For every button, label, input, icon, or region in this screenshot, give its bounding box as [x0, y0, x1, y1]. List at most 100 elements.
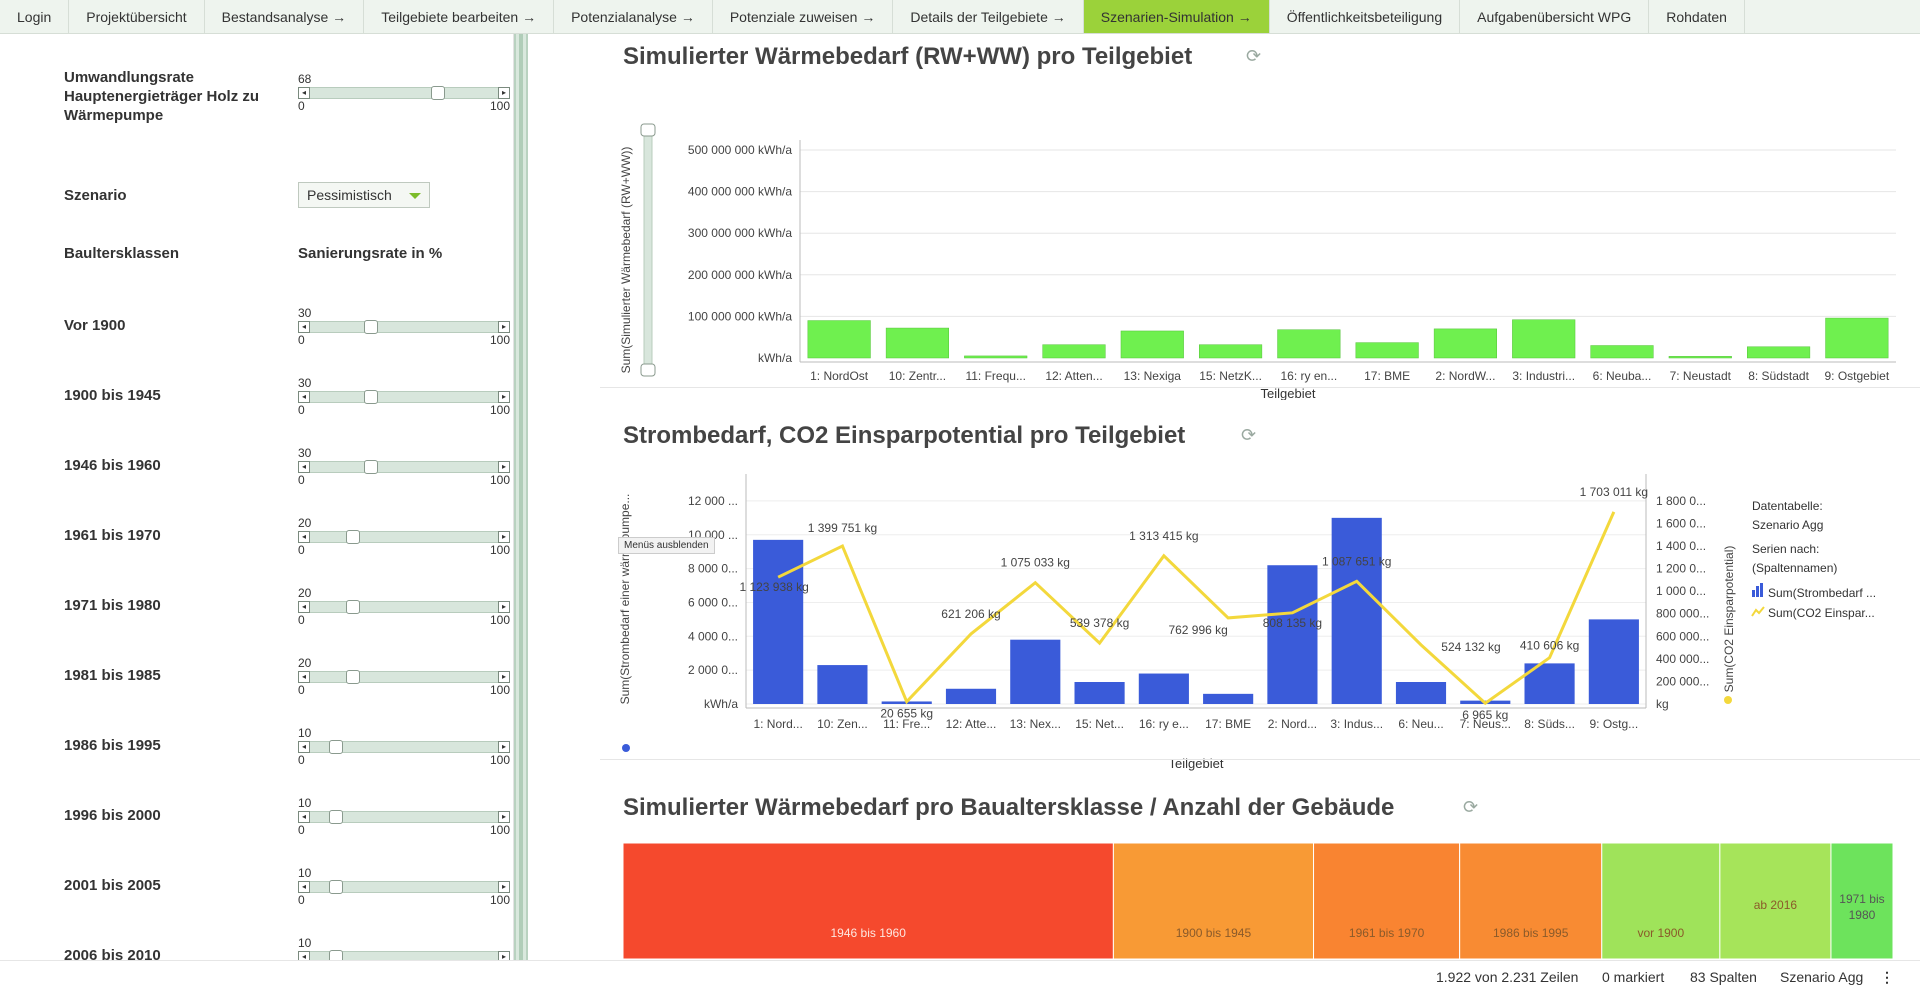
- slider-track[interactable]: ◂ ▸: [298, 600, 510, 614]
- slider-value: 30: [298, 306, 312, 320]
- slider-thumb[interactable]: [346, 670, 361, 684]
- slider-right-arrow-icon[interactable]: ▸: [498, 741, 510, 753]
- bar: [1267, 565, 1318, 704]
- renovation-rate-slider[interactable]: 30 ◂ ▸ 0 100: [298, 306, 510, 347]
- slider-right-arrow-icon[interactable]: ▸: [498, 531, 510, 543]
- chevron-down-icon: [409, 193, 421, 199]
- status-bar: 1.922 von 2.231 Zeilen 0 markiert 83 Spa…: [0, 960, 1920, 993]
- slider-track[interactable]: ◂ ▸: [298, 740, 510, 754]
- tab-2[interactable]: Bestandsanalyse →: [205, 0, 365, 33]
- y-tick-label: kWh/a: [758, 351, 792, 365]
- slider-right-arrow-icon[interactable]: ▸: [498, 811, 510, 823]
- slider-right-arrow-icon[interactable]: ▸: [498, 87, 510, 99]
- y2-tick-label: 400 000...: [1656, 652, 1709, 666]
- treemap-cell: [1719, 843, 1832, 959]
- slider-thumb[interactable]: [346, 530, 361, 544]
- panel-splitter[interactable]: [514, 34, 528, 960]
- renovation-rate-slider[interactable]: 20 ◂ ▸ 0 100: [298, 586, 510, 627]
- slider-thumb[interactable]: [430, 86, 445, 100]
- slider-left-arrow-icon[interactable]: ◂: [298, 391, 310, 403]
- x-axis-label: Teilgebiet: [1261, 386, 1316, 400]
- tab-8[interactable]: Öffentlichkeitsbeteiligung: [1270, 0, 1461, 33]
- renovation-rate-slider[interactable]: 30 ◂ ▸ 0 100: [298, 376, 510, 417]
- slider-right-arrow-icon[interactable]: ▸: [498, 601, 510, 613]
- legend-item: Sum(CO2 Einspar...: [1768, 606, 1875, 620]
- data-label: 20 655 kg: [880, 707, 933, 721]
- legend-item: Sum(Strombedarf ...: [1768, 586, 1876, 600]
- slider-track[interactable]: ◂ ▸: [298, 320, 510, 334]
- x-tick-label: 8: Südstadt: [1748, 369, 1809, 383]
- slider-track[interactable]: ◂ ▸: [298, 460, 510, 474]
- slider-thumb[interactable]: [328, 810, 343, 824]
- slider-max: 100: [489, 99, 510, 113]
- slider-left-arrow-icon[interactable]: ◂: [298, 321, 310, 333]
- chart1-heat-demand: kWh/a 100 000 000 kWh/a 200 000 000 kWh/a 3…: [619, 123, 1896, 400]
- data-label: 1 703 011 kg: [1580, 485, 1649, 499]
- slider-left-arrow-icon[interactable]: ◂: [298, 881, 310, 893]
- slider-thumb[interactable]: [363, 390, 378, 404]
- slider-right-arrow-icon[interactable]: ▸: [498, 671, 510, 683]
- slider-left-arrow-icon[interactable]: ◂: [298, 461, 310, 473]
- slider-left-arrow-icon[interactable]: ◂: [298, 811, 310, 823]
- bar: [817, 665, 868, 704]
- bar: [1512, 319, 1576, 359]
- slider-thumb[interactable]: [346, 600, 361, 614]
- renovation-rate-slider[interactable]: 20 ◂ ▸ 0 100: [298, 656, 510, 697]
- x-tick-label: 6: Neu...: [1398, 717, 1443, 731]
- refresh-icon[interactable]: ⟳: [1241, 425, 1257, 445]
- slider-min: 0: [298, 753, 305, 767]
- renovation-rate-slider[interactable]: 30 ◂ ▸ 0 100: [298, 446, 510, 487]
- tab-5[interactable]: Potenziale zuweisen →: [713, 0, 894, 33]
- tab-0[interactable]: Login: [0, 0, 70, 33]
- slider-track[interactable]: ◂ ▸: [298, 810, 510, 824]
- data-label: 621 206 kg: [941, 607, 1000, 621]
- slider-left-arrow-icon[interactable]: ◂: [298, 601, 310, 613]
- slider-right-arrow-icon[interactable]: ▸: [498, 461, 510, 473]
- slider-right-arrow-icon[interactable]: ▸: [498, 391, 510, 403]
- slider-right-arrow-icon[interactable]: ▸: [498, 321, 510, 333]
- refresh-icon[interactable]: ⟳: [1463, 797, 1479, 817]
- bar: [1203, 693, 1254, 704]
- bar: [1138, 673, 1189, 704]
- slider-track[interactable]: ◂ ▸: [298, 86, 510, 100]
- treemap-label: 1986 bis 1995: [1493, 926, 1569, 940]
- tab-1[interactable]: Projektübersicht: [69, 0, 205, 33]
- slider-thumb[interactable]: [328, 880, 343, 894]
- divider: [600, 387, 1920, 388]
- tab-9[interactable]: Aufgabenübersicht WPG: [1460, 0, 1650, 33]
- slider-max: 100: [489, 473, 510, 487]
- chart1-title: Simulierter Wärmebedarf (RW+WW) pro Teil…: [623, 43, 1193, 70]
- slider-thumb[interactable]: [363, 320, 378, 334]
- conversion-slider[interactable]: 68 ◂ ▸ 0 100: [298, 72, 510, 113]
- renovation-rate-slider[interactable]: 20 ◂ ▸ 0 100: [298, 516, 510, 557]
- refresh-icon[interactable]: ⟳: [1246, 46, 1262, 66]
- x-tick-label: 13: Nexiga: [1124, 369, 1182, 383]
- x-tick-label: 15: NetzK...: [1199, 369, 1262, 383]
- tab-10[interactable]: Rohdaten: [1649, 0, 1745, 33]
- slider-value: 20: [298, 656, 312, 670]
- slider-track[interactable]: ◂ ▸: [298, 670, 510, 684]
- slider-right-arrow-icon[interactable]: ▸: [498, 881, 510, 893]
- slider-track[interactable]: ◂ ▸: [298, 390, 510, 404]
- treemap-label: vor 1900: [1637, 926, 1684, 940]
- slider-thumb[interactable]: [328, 740, 343, 754]
- tab-6[interactable]: Details der Teilgebiete →: [893, 0, 1084, 33]
- scenario-value: Pessimistisch: [307, 187, 392, 203]
- slider-track[interactable]: ◂ ▸: [298, 530, 510, 544]
- x-tick-label: 1: Nord...: [753, 717, 802, 731]
- scenario-dropdown[interactable]: Pessimistisch: [298, 182, 430, 208]
- slider-left-arrow-icon[interactable]: ◂: [298, 671, 310, 683]
- slider-left-arrow-icon[interactable]: ◂: [298, 531, 310, 543]
- slider-left-arrow-icon[interactable]: ◂: [298, 87, 310, 99]
- tab-3[interactable]: Teilgebiete bearbeiten →: [364, 0, 555, 33]
- tab-4[interactable]: Potenzialanalyse →: [554, 0, 713, 33]
- age-class-label: 1971 bis 1980: [64, 597, 161, 614]
- more-vertical-icon[interactable]: ⋮: [1880, 969, 1894, 985]
- slider-thumb[interactable]: [363, 460, 378, 474]
- slider-track[interactable]: ◂ ▸: [298, 880, 510, 894]
- tab-7[interactable]: Szenarien-Simulation →: [1083, 0, 1270, 33]
- slider-left-arrow-icon[interactable]: ◂: [298, 741, 310, 753]
